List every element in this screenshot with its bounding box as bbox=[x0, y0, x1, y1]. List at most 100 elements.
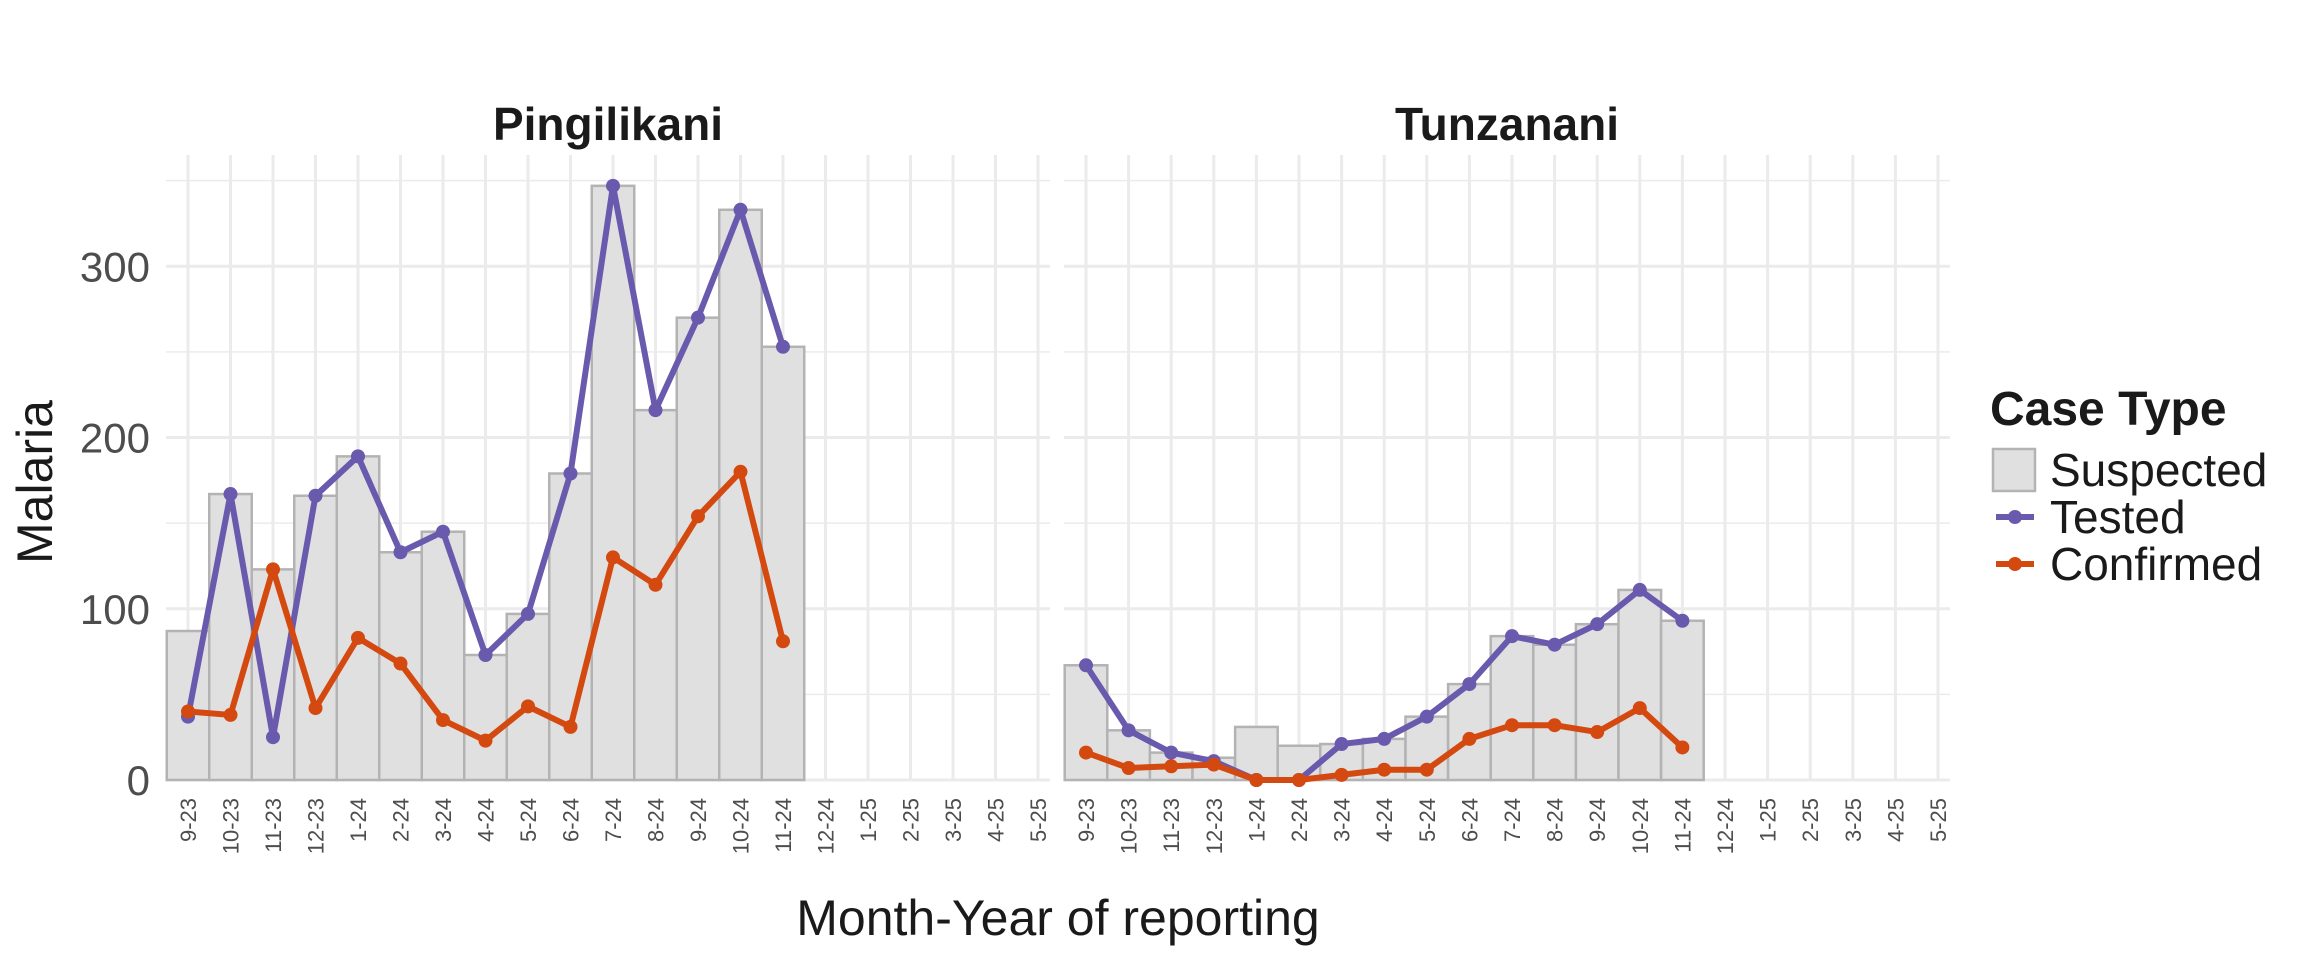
x-tick-label: 10-23 bbox=[219, 798, 244, 854]
y-tick-label: 0 bbox=[127, 757, 150, 804]
bar-suspected bbox=[718, 208, 763, 782]
x-tick-label: 11-23 bbox=[261, 798, 286, 853]
x-tick-label: 2-25 bbox=[899, 798, 924, 842]
legend-title: Case Type bbox=[1990, 383, 2227, 436]
point-confirmed bbox=[181, 704, 195, 719]
point-confirmed bbox=[478, 733, 493, 748]
point-confirmed bbox=[1249, 773, 1264, 787]
point-confirmed bbox=[1292, 773, 1306, 787]
point-tested bbox=[1121, 723, 1136, 738]
point-confirmed bbox=[266, 562, 280, 577]
bar-suspected bbox=[505, 612, 551, 782]
bar-suspected bbox=[335, 455, 381, 782]
point-tested bbox=[1590, 617, 1605, 632]
point-confirmed bbox=[648, 577, 663, 592]
x-tick-label: 10-23 bbox=[1117, 798, 1142, 854]
x-tick-label: 3-25 bbox=[1841, 798, 1866, 842]
point-tested bbox=[266, 730, 280, 745]
x-tick-label: 2-25 bbox=[1798, 798, 1823, 842]
x-tick-label: 10-24 bbox=[1628, 798, 1653, 854]
point-confirmed bbox=[563, 719, 578, 734]
x-tick-label: 4-25 bbox=[1883, 798, 1908, 842]
point-confirmed bbox=[1334, 767, 1349, 782]
point-confirmed bbox=[1462, 731, 1477, 746]
point-confirmed bbox=[1505, 718, 1519, 733]
x-tick-label: 1-25 bbox=[1756, 798, 1781, 842]
point-tested bbox=[478, 648, 493, 662]
point-tested bbox=[1377, 731, 1392, 746]
point-tested bbox=[691, 310, 705, 325]
y-tick-label: 100 bbox=[80, 586, 150, 633]
point-tested bbox=[1334, 737, 1349, 752]
legend-key-suspected bbox=[1991, 447, 2037, 493]
panel-pingilikani: Pingilikani 9-23 10-23 11-23 12-23 1-24 2-24 3-… bbox=[165, 98, 1051, 854]
x-tick-label: 12-24 bbox=[1713, 798, 1738, 854]
point-confirmed bbox=[1377, 762, 1392, 777]
point-tested bbox=[1462, 677, 1477, 692]
point-tested bbox=[436, 524, 450, 539]
x-tick-label: 10-24 bbox=[729, 798, 754, 854]
point-tested bbox=[606, 178, 620, 193]
x-tick-label: 11-24 bbox=[1670, 798, 1695, 853]
point-confirmed bbox=[606, 550, 620, 565]
bar-suspected bbox=[633, 408, 678, 782]
x-tick-label: 11-23 bbox=[1159, 798, 1184, 853]
point-confirmed bbox=[1121, 761, 1136, 776]
legend-key-point bbox=[2008, 510, 2022, 524]
bar-suspected bbox=[1532, 643, 1578, 782]
bar-suspected bbox=[1574, 622, 1620, 782]
point-tested bbox=[308, 488, 323, 503]
point-confirmed bbox=[1632, 701, 1647, 716]
x-tick-label: 9-24 bbox=[686, 798, 711, 842]
legend-label-tested: Tested bbox=[2050, 491, 2186, 543]
point-tested bbox=[1675, 613, 1690, 628]
point-confirmed bbox=[691, 509, 705, 524]
y-tick-label: 300 bbox=[80, 243, 150, 290]
x-axis-label: Month-Year of reporting bbox=[796, 890, 1319, 946]
point-tested bbox=[1632, 582, 1647, 597]
point-confirmed bbox=[351, 630, 365, 645]
point-confirmed bbox=[1206, 757, 1221, 772]
x-tick-label: 4-24 bbox=[474, 798, 499, 842]
point-confirmed bbox=[1419, 762, 1434, 777]
x-tick-label: 1-24 bbox=[346, 798, 371, 842]
point-tested bbox=[521, 606, 535, 621]
bar-suspected bbox=[208, 492, 253, 782]
bar-suspected bbox=[293, 494, 338, 782]
x-tick-label: 1-24 bbox=[1244, 798, 1269, 842]
y-tick-label: 200 bbox=[80, 415, 150, 462]
point-confirmed bbox=[1547, 718, 1562, 733]
point-confirmed bbox=[733, 464, 748, 479]
bar-suspected bbox=[1617, 588, 1663, 782]
x-tick-label: 11-24 bbox=[771, 798, 796, 853]
x-tick-label: 5-25 bbox=[1926, 798, 1951, 842]
bar-suspected bbox=[675, 316, 721, 782]
x-tick-label: 3-24 bbox=[1330, 798, 1355, 842]
x-tick-label: 4-24 bbox=[1372, 798, 1397, 842]
point-tested bbox=[393, 545, 408, 560]
point-confirmed bbox=[1079, 745, 1093, 760]
x-tick-label: 9-24 bbox=[1585, 798, 1610, 842]
x-tick-label: 8-24 bbox=[644, 798, 669, 842]
point-tested bbox=[648, 403, 663, 418]
x-tick-label: 2-24 bbox=[389, 798, 414, 842]
bar-suspected bbox=[1659, 619, 1705, 782]
x-tick-label: 7-24 bbox=[1500, 798, 1525, 842]
bar-suspected bbox=[463, 653, 508, 782]
panel-title: Tunzanani bbox=[1395, 98, 1619, 150]
x-tick-label: 6-24 bbox=[1457, 798, 1482, 842]
point-confirmed bbox=[1164, 759, 1179, 774]
bar-suspected bbox=[250, 568, 296, 782]
bar-suspected bbox=[1489, 634, 1535, 782]
x-tick-label: 7-24 bbox=[601, 798, 626, 842]
x-tick-label: 2-24 bbox=[1287, 798, 1312, 842]
point-tested bbox=[1079, 658, 1093, 673]
x-tick-label: 5-25 bbox=[1026, 798, 1051, 842]
x-tick-label: 12-24 bbox=[814, 798, 839, 854]
point-tested bbox=[776, 339, 790, 354]
x-tick-label: 4-25 bbox=[984, 798, 1009, 842]
x-tick-label: 5-24 bbox=[516, 798, 541, 842]
point-tested bbox=[563, 466, 578, 481]
x-tick-label: 8-24 bbox=[1543, 798, 1568, 842]
